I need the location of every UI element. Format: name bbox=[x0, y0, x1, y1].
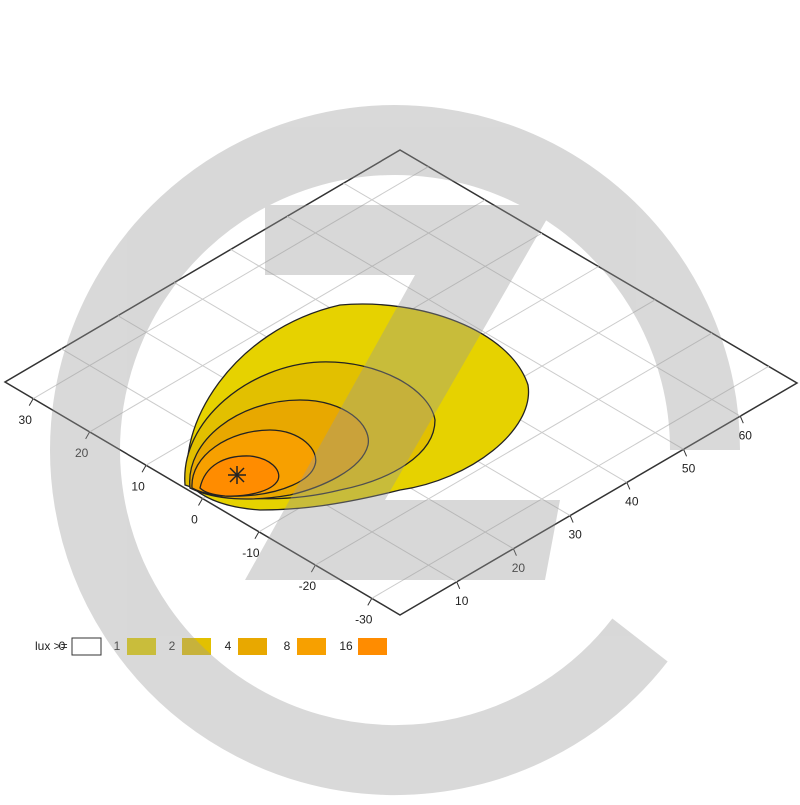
x-tick-label: 60 bbox=[739, 428, 753, 442]
light-source bbox=[228, 466, 246, 484]
x-tick bbox=[456, 581, 461, 590]
x-tick bbox=[626, 482, 631, 490]
y-tick bbox=[85, 431, 91, 440]
watermark bbox=[50, 105, 740, 796]
legend-swatch bbox=[71, 637, 102, 656]
grid-line bbox=[315, 332, 713, 566]
isolux-contour bbox=[199, 455, 280, 497]
x-tick-label: 20 bbox=[512, 561, 526, 575]
y-tick bbox=[28, 398, 34, 406]
legend-label: 4 bbox=[225, 639, 232, 653]
grid-line bbox=[89, 199, 486, 433]
y-tick bbox=[310, 564, 316, 573]
x-tick bbox=[569, 515, 574, 523]
x-tick-label: 10 bbox=[455, 594, 469, 608]
y-tick-label: -30 bbox=[355, 613, 373, 627]
legend-title: lux >= bbox=[35, 639, 68, 653]
y-tick-label: 20 bbox=[75, 446, 89, 460]
legend-swatch bbox=[182, 638, 211, 655]
legend-label: 8 bbox=[284, 639, 291, 653]
y-tick bbox=[254, 531, 260, 540]
legend-label: 2 bbox=[169, 639, 176, 653]
axes: 10 20 30 40 50 60 30 20 10 0 -10 -20 -30 bbox=[19, 398, 753, 627]
x-tick bbox=[512, 548, 517, 556]
x-tick bbox=[739, 415, 744, 424]
legend-swatch bbox=[127, 638, 156, 655]
grid-line bbox=[371, 365, 769, 599]
y-tick bbox=[198, 498, 203, 506]
legend: lux >= 0 1 2 4 8 16 bbox=[35, 637, 387, 656]
legend-swatch bbox=[358, 638, 387, 655]
y-tick bbox=[367, 598, 373, 606]
legend-swatch bbox=[238, 638, 267, 655]
x-tick-label: 30 bbox=[568, 528, 582, 542]
y-tick-label: 30 bbox=[19, 413, 33, 427]
y-tick-label: 0 bbox=[191, 513, 198, 527]
x-tick-label: 40 bbox=[625, 495, 639, 509]
legend-label: 0 bbox=[59, 639, 66, 653]
legend-label: 16 bbox=[339, 639, 353, 653]
legend-label: 1 bbox=[114, 639, 121, 653]
y-tick bbox=[141, 464, 147, 473]
y-tick-label: 10 bbox=[131, 479, 145, 493]
x-tick bbox=[683, 449, 688, 457]
legend-swatch bbox=[297, 638, 326, 655]
y-tick-label: -10 bbox=[242, 546, 260, 560]
grid-line bbox=[32, 166, 429, 400]
x-tick-label: 50 bbox=[682, 461, 696, 475]
y-tick-label: -20 bbox=[299, 579, 317, 593]
